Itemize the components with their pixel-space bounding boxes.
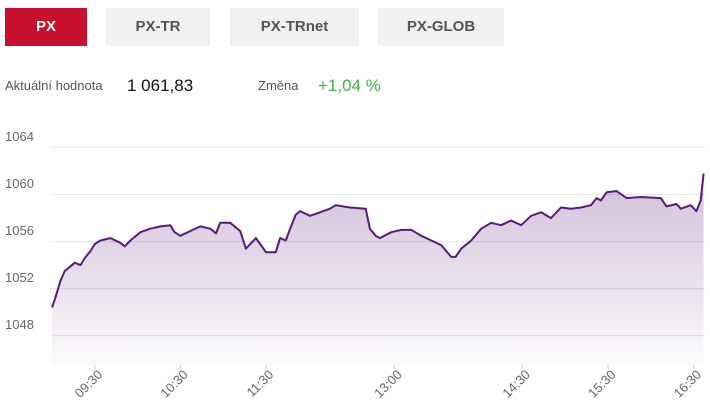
x-tick-label: 15:30 [585, 367, 619, 400]
y-tick-label: 1052 [5, 270, 34, 285]
area-fill [52, 173, 704, 365]
tab[interactable]: PX-TR [106, 8, 210, 46]
x-tick-label: 10:30 [157, 367, 191, 400]
tab[interactable]: PX [5, 8, 87, 46]
x-tick-label: 16:30 [671, 367, 705, 400]
y-tick-label: 1064 [5, 129, 34, 144]
x-tick-label: 09:30 [72, 367, 106, 400]
y-tick-label: 1060 [5, 176, 34, 191]
stat-value: 1 061,83 [127, 76, 194, 95]
price-line [51, 173, 705, 308]
tab[interactable]: PX-TRnet [230, 8, 359, 46]
stat-label: Změna [258, 78, 299, 93]
stat-label: Aktuální hodnota [5, 78, 103, 93]
y-tick-label: 1056 [5, 223, 34, 238]
stat-value: +1,04 % [318, 76, 381, 95]
x-tick-label: 13:00 [371, 367, 405, 400]
tab[interactable]: PX-GLOB [378, 8, 504, 46]
y-tick-label: 1048 [5, 317, 34, 332]
x-tick-label: 14:30 [499, 367, 533, 400]
x-tick-label: 11:30 [243, 367, 276, 400]
